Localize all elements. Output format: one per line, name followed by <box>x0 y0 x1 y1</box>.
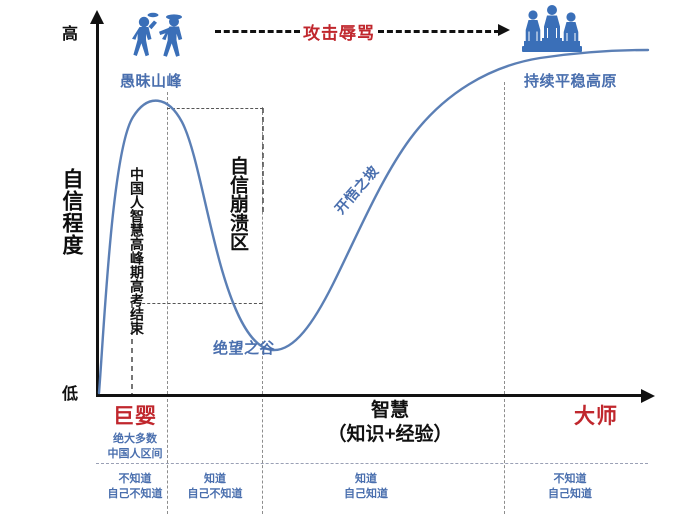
bottom-horizontal-divider <box>96 463 648 464</box>
quadrant-4-line1: 不知道 <box>553 473 587 485</box>
label-slope-of-enlightenment: 开悟之坡 <box>331 162 382 217</box>
note-confidence-collapse: 自信崩溃区 <box>227 156 248 251</box>
quadrant-4-line2: 自己知道 <box>548 487 592 500</box>
label-valley-of-despair: 绝望之谷 <box>213 340 276 357</box>
y-axis-arrow <box>90 10 104 24</box>
quadrant-1-line2: 自己不知道 <box>107 487 163 500</box>
quadrant-label-2: 知道 自己不知道 <box>175 472 255 502</box>
x-axis-arrow <box>641 389 655 403</box>
x-axis-title-line1: 智慧 <box>370 400 409 421</box>
quadrant-label-1: 不知道 自己不知道 <box>104 472 166 502</box>
x-axis-title: 智慧 （知识+经验） <box>300 399 480 447</box>
two-people-arguing-icon <box>132 12 183 57</box>
note-majority-line2: 中国人区间 <box>107 447 163 460</box>
label-peak-of-stupidity: 愚昧山峰 <box>120 73 183 90</box>
guide-bracket-valley <box>132 303 262 304</box>
y-axis-high-label: 高 <box>62 26 79 43</box>
y-axis-low-label: 低 <box>62 386 79 403</box>
guide-bracket-peak <box>167 108 263 109</box>
top-dashed-line-left <box>215 30 300 33</box>
podium-winners-icon <box>522 5 582 52</box>
top-dashed-line-right <box>378 30 500 33</box>
x-axis-line <box>96 394 648 397</box>
quadrant-2-line2: 自己不知道 <box>187 487 243 500</box>
bottom-divider-2 <box>262 399 263 514</box>
y-axis-line <box>96 22 99 396</box>
bottom-divider-3 <box>504 399 505 514</box>
guide-line-plateau <box>504 82 505 394</box>
note-majority-chinese: 绝大多数 中国人区间 <box>104 432 166 462</box>
note-majority-line1: 绝大多数 <box>113 433 157 445</box>
zone-label-master: 大师 <box>574 405 618 428</box>
top-arrow-head <box>498 24 510 36</box>
guide-line-peak <box>167 92 168 394</box>
quadrant-1-line1: 不知道 <box>118 473 152 485</box>
label-plateau-of-sustainability: 持续平稳高原 <box>524 73 618 90</box>
guide-bracket-drop <box>262 108 264 214</box>
quadrant-3-line1: 知道 <box>355 473 377 485</box>
top-red-caption: 攻击辱骂 <box>303 24 375 43</box>
quadrant-label-3: 知道 自己知道 <box>326 472 406 502</box>
zone-label-giant-baby: 巨婴 <box>113 405 157 428</box>
quadrant-2-line1: 知道 <box>204 473 226 485</box>
quadrant-3-line2: 自己知道 <box>344 487 388 500</box>
quadrant-label-4: 不知道 自己知道 <box>530 472 610 502</box>
bottom-divider-1 <box>167 399 168 514</box>
x-axis-title-line2: （知识+经验） <box>327 423 453 445</box>
note-china-gaokao: 中国人智慧高峰期高考结束 <box>129 167 145 335</box>
y-axis-title: 自信程度 <box>60 168 83 256</box>
